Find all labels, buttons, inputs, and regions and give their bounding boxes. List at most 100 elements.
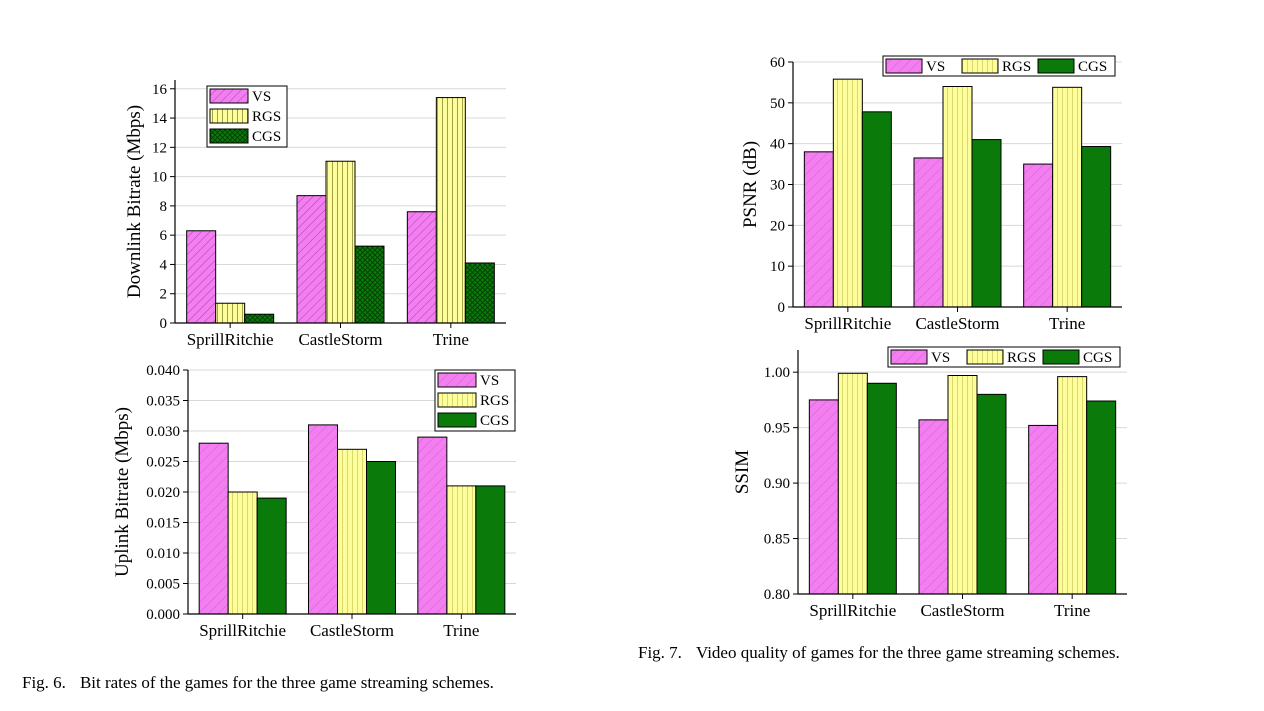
fig7-number: Fig. 7. (638, 643, 682, 662)
fig7-text: Video quality of games for the three gam… (695, 643, 1120, 662)
y-axis-label: PSNR (dB) (740, 141, 761, 228)
legend-swatch-vs (437, 372, 477, 388)
y-tick-label: 0.035 (146, 394, 180, 410)
y-axis-label: Downlink Bitrate (Mbps) (124, 105, 145, 298)
legend-swatch-rgs (437, 392, 477, 408)
y-tick-label: 8 (160, 199, 168, 215)
bar-vs-trine (417, 436, 448, 615)
bar-vs-castlestorm (918, 419, 949, 595)
legend-label-vs: VS (480, 373, 499, 389)
legend-swatch-rgs (966, 349, 1004, 365)
bar-rgs-sprillritchie (215, 302, 246, 324)
y-tick-label: 40 (770, 137, 785, 153)
x-tick-label: CastleStorm (920, 601, 1004, 620)
y-tick-label: 0.020 (146, 485, 180, 501)
legend-label-vs: VS (931, 350, 950, 366)
y-tick-label: 10 (152, 170, 167, 186)
legend-swatch-cgs (209, 128, 249, 144)
bar-vs-sprillritchie (808, 399, 839, 595)
legend-label-cgs: CGS (1078, 59, 1107, 75)
y-tick-label: 0 (160, 316, 168, 332)
legend-swatch-cgs (437, 412, 477, 428)
legend-label-cgs: CGS (1083, 350, 1112, 366)
bar-vs-sprillritchie (198, 442, 229, 615)
y-tick-label: 0.025 (146, 455, 180, 471)
y-tick-label: 20 (770, 218, 785, 234)
bar-vs-trine (1028, 424, 1059, 595)
y-tick-label: 60 (770, 55, 785, 71)
y-tick-label: 10 (770, 259, 785, 275)
legend-label-rgs: RGS (480, 393, 509, 409)
y-tick-label: 0.90 (764, 476, 790, 492)
bar-vs-trine (406, 211, 437, 324)
y-tick-label: 0.000 (146, 607, 180, 623)
legend-swatch-rgs (961, 58, 999, 74)
bar-cgs-castlestorm (354, 245, 385, 324)
legend: VS RGS CGS (882, 55, 1116, 77)
legend-label-vs: VS (926, 59, 945, 75)
uplink-chart: 0.000 0.005 0.010 0.015 0.020 0.025 0.030 0.035… (112, 363, 516, 640)
bar-rgs-trine (1052, 86, 1083, 308)
y-tick-label: 0.95 (764, 421, 790, 437)
x-tick-label: Trine (433, 330, 469, 349)
bar-cgs-castlestorm (366, 461, 396, 615)
x-tick-label: CastleStorm (298, 330, 382, 349)
legend-swatch-vs (209, 88, 249, 104)
bar-rgs-trine (435, 97, 466, 324)
bar-cgs-sprillritchie (866, 382, 897, 595)
bar-cgs-trine (1086, 400, 1117, 595)
bar-rgs-castlestorm (942, 86, 973, 308)
x-tick-label: Trine (443, 621, 479, 640)
legend: VS RGS CGS (887, 346, 1121, 368)
y-tick-label: 0.030 (146, 424, 180, 440)
legend: VS RGS CGS (434, 369, 516, 432)
bar-vs-sprillritchie (803, 151, 834, 308)
y-tick-label: 0.040 (146, 363, 180, 379)
y-tick-label: 16 (152, 82, 168, 98)
y-tick-label: 2 (160, 287, 168, 303)
bar-rgs-sprillritchie (837, 372, 868, 595)
bar-rgs-trine (446, 485, 477, 615)
x-tick-label: CastleStorm (310, 621, 394, 640)
bar-cgs-sprillritchie (256, 497, 287, 615)
y-tick-label: 30 (770, 178, 785, 194)
y-tick-label: 0.010 (146, 546, 180, 562)
legend-label-rgs: RGS (1002, 59, 1031, 75)
legend-label-rgs: RGS (252, 109, 281, 125)
y-axis-label: SSIM (732, 450, 753, 494)
bar-rgs-castlestorm (337, 448, 367, 615)
y-tick-label: 0.85 (764, 532, 790, 548)
bar-vs-castlestorm (308, 424, 338, 615)
fig6-text: Bit rates of the games for the three gam… (79, 673, 494, 692)
downlink-chart: 0 2 4 6 8 10 12 14 16 SprillRitchie CastleStorm Tri… (124, 80, 506, 349)
legend-swatch-vs (885, 58, 923, 74)
y-tick-label: 50 (770, 96, 785, 112)
bar-rgs-castlestorm (947, 375, 978, 595)
legend-swatch-vs (890, 349, 928, 365)
fig7-caption: Fig. 7. Video quality of games for the th… (638, 643, 1120, 663)
y-tick-label: 0.015 (146, 516, 180, 532)
bar-vs-trine (1023, 163, 1054, 308)
bar-rgs-castlestorm (325, 160, 356, 324)
bar-rgs-trine (1057, 376, 1088, 595)
bar-cgs-sprillritchie (244, 313, 275, 324)
legend-label-cgs: CGS (252, 129, 281, 145)
bar-cgs-trine (1081, 146, 1112, 308)
legend: VS RGS CGS (206, 85, 288, 148)
bar-cgs-trine (464, 262, 495, 324)
bar-vs-sprillritchie (186, 230, 217, 324)
bar-vs-castlestorm (913, 157, 944, 308)
x-tick-label: SprillRitchie (809, 601, 896, 620)
x-tick-label: SprillRitchie (187, 330, 274, 349)
legend-label-rgs: RGS (1007, 350, 1036, 366)
legend-swatch-rgs (209, 108, 249, 124)
x-tick-label: Trine (1054, 601, 1090, 620)
y-tick-label: 12 (152, 140, 167, 156)
legend-swatch-cgs (1037, 58, 1075, 74)
legend-label-vs: VS (252, 89, 271, 105)
legend-label-cgs: CGS (480, 413, 509, 429)
ssim-chart: 0.80 0.85 0.90 0.95 1.00 SprillRitchie CastleS… (732, 346, 1127, 620)
y-tick-label: 1.00 (764, 365, 790, 381)
psnr-chart: 0 10 20 30 40 50 60 SprillRitchie CastleStorm Tri… (740, 55, 1122, 333)
